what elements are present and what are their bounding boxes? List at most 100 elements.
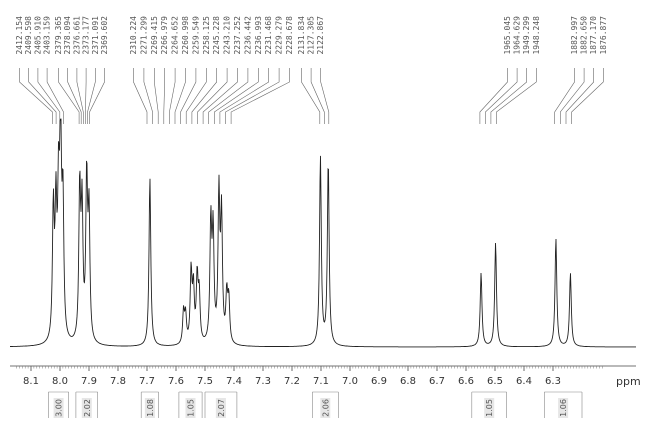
integral-value: 3.00 [55, 399, 64, 417]
peak-label: 2310.224 [129, 16, 138, 55]
peak-label: 1964.629 [513, 16, 522, 55]
peak-label: 2369.602 [100, 16, 109, 55]
integral-bracket [140, 391, 159, 418]
peak-label: 2236.442 [243, 16, 252, 55]
integral: 2.02 [75, 391, 98, 418]
peak-label: 2127.305 [307, 16, 316, 55]
peak-label: 1949.299 [522, 16, 531, 55]
peak-leader-line [560, 68, 585, 124]
peak-label: 2237.252 [233, 16, 242, 55]
peak-label: 2231.468 [264, 16, 273, 55]
integral: 1.08 [140, 391, 159, 418]
peak-label: 1882.650 [580, 16, 589, 55]
axis-tick-label: 7.4 [226, 376, 242, 387]
peak-label: 1877.170 [589, 16, 598, 55]
axis-tick-label: 6.5 [487, 376, 503, 387]
integral-value: 1.05 [187, 399, 196, 417]
axis-tick-label: 6.6 [458, 376, 474, 387]
integral: 1.05 [178, 391, 203, 418]
ppm-axis [10, 365, 636, 371]
peak-leader-line [301, 68, 321, 124]
peak-leader-line [571, 68, 604, 124]
peak-label: 2412.154 [15, 16, 24, 55]
axis-tick-label: 6.9 [371, 376, 387, 387]
peak-leader-line [320, 68, 330, 124]
peak-leader-line [58, 68, 80, 124]
integral-bracket [204, 391, 238, 418]
axis-tick-label: 7.6 [168, 376, 184, 387]
peak-leader-line [169, 68, 176, 124]
peak-label: 2371.091 [91, 16, 100, 55]
integral-value-box [484, 398, 495, 418]
peak-leader-line [19, 68, 53, 124]
axis-tick-label: 7.0 [342, 376, 358, 387]
integral-bracket [312, 391, 339, 418]
axis-tick-label: 7.9 [81, 376, 97, 387]
peak-label: 2378.094 [63, 16, 72, 55]
axis-minor-ticks [16, 366, 603, 369]
axis-unit-label: ppm [616, 375, 641, 388]
peak-leader-line [67, 68, 82, 124]
integral-bracket [75, 391, 98, 418]
peak-label: 2373.177 [82, 16, 91, 55]
integral-group: 3.00 2.02 1.08 1.05 2.07 2.06 1.05 1.06 [48, 391, 583, 418]
peak-label: 1948.248 [532, 16, 541, 55]
integral-value: 2.06 [321, 399, 330, 417]
peak-label: 2266.979 [160, 16, 169, 55]
peak-leader-line [143, 68, 153, 124]
integral-value: 1.08 [146, 399, 155, 417]
spectrum-trace [10, 118, 636, 348]
axis-tick-label: 7.7 [139, 376, 155, 387]
peak-label: 2379.365 [54, 16, 63, 55]
peak-label: 1882.997 [570, 16, 579, 55]
integral-value: 2.07 [217, 399, 226, 417]
peak-leader-line [479, 68, 508, 124]
peak-label: 1965.045 [503, 16, 512, 55]
peak-label: 2258.125 [202, 16, 211, 55]
peak-leader-line [185, 68, 207, 124]
peak-label: 2243.210 [223, 16, 232, 55]
peak-leader-line [76, 68, 84, 124]
peak-label: 2403.159 [43, 16, 52, 55]
axis-tick-label: 6.3 [545, 376, 561, 387]
integral-value-box [53, 398, 64, 418]
integral-value: 2.02 [83, 399, 92, 417]
peak-label: 2376.661 [72, 16, 81, 55]
peak-leader-line [180, 68, 197, 124]
integral-value: 1.06 [559, 399, 568, 417]
integral-value-box [144, 398, 155, 418]
peak-leader-line [197, 68, 228, 124]
integral-bracket [471, 391, 507, 418]
peak-label: 2131.834 [297, 16, 306, 55]
peak-label: 2245.228 [212, 16, 221, 55]
peak-leader-line [230, 68, 290, 124]
peak-leader-lines [19, 68, 604, 124]
axis-tick-label: 7.1 [313, 376, 329, 387]
peak-leader-line [485, 68, 518, 124]
axis-tick-label: 8.0 [52, 376, 68, 387]
axis-tick-label: 6.4 [516, 376, 532, 387]
peak-leader-line [496, 68, 537, 124]
peak-label: 2229.279 [275, 16, 284, 55]
peak-leader-line [28, 68, 57, 124]
peak-leader-line [154, 68, 159, 124]
integral-value-box [185, 398, 196, 418]
integral: 1.05 [471, 391, 507, 418]
axis-tick-labels: 8.1 8.0 7.9 7.8 7.7 7.6 7.5 7.4 7.3 7.2 7.1 7.0 6.9 6… [23, 376, 561, 387]
peak-leader-line [310, 68, 325, 124]
peak-leader-line [163, 68, 165, 124]
peak-leader-line [490, 68, 527, 124]
integral-bracket [544, 391, 583, 418]
peak-label: 2122.867 [316, 16, 325, 55]
peak-label: 2271.299 [139, 16, 148, 55]
peak-leader-line [219, 68, 269, 124]
peak-leader-line [225, 68, 280, 124]
peak-label: 2260.998 [181, 16, 190, 55]
axis-tick-label: 6.8 [400, 376, 416, 387]
peak-leader-line [565, 68, 594, 124]
peak-leader-line [37, 68, 61, 124]
axis-tick-label: 8.1 [23, 376, 39, 387]
peak-leader-line [554, 68, 575, 124]
peak-leader-line [202, 68, 238, 124]
